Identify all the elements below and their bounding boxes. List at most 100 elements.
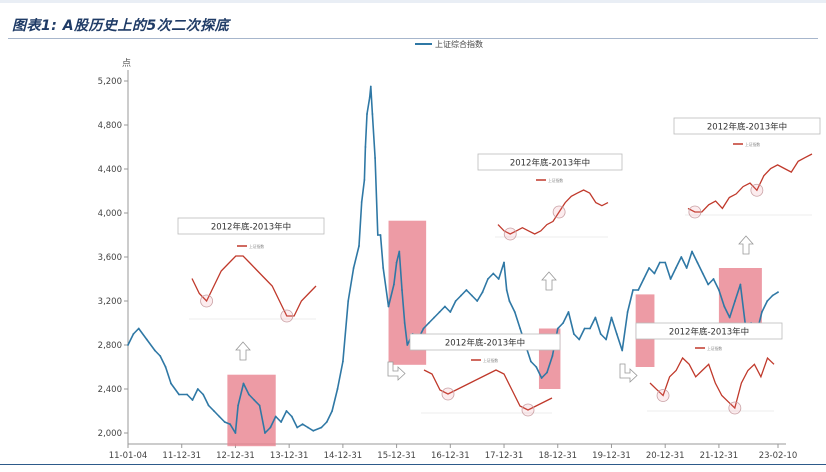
legend: 上证综合指数	[415, 39, 483, 49]
series-layer	[127, 85, 779, 434]
trough-marker	[728, 401, 742, 415]
series-point	[325, 421, 328, 423]
series-point	[137, 327, 140, 330]
series-point	[258, 404, 261, 407]
y-tick-label: 2,800	[98, 341, 122, 351]
series-point	[621, 349, 624, 352]
series-point	[562, 322, 565, 324]
series-point	[234, 432, 237, 434]
x-tick-label: 11-01-04	[109, 451, 148, 461]
series-point	[312, 429, 315, 432]
series-point	[615, 333, 618, 335]
series-point	[771, 294, 774, 297]
y-tick-label: 4,400	[98, 165, 122, 175]
inset-title: 2012年底-2013年中	[445, 338, 525, 349]
series-point	[422, 327, 425, 330]
series-point	[707, 283, 710, 286]
inset-legend-label: 上证指数	[249, 244, 264, 249]
x-tick-label: 19-12-31	[592, 451, 631, 461]
y-tick-label: 3,600	[98, 253, 122, 263]
legend-label: 上证综合指数	[435, 39, 483, 49]
series-line	[127, 85, 779, 434]
series-point	[347, 300, 350, 302]
series-point	[218, 415, 221, 418]
series-point	[237, 404, 240, 407]
series-point	[653, 272, 656, 275]
series-point	[594, 316, 597, 319]
series-point	[470, 294, 473, 297]
inset-title-box	[673, 117, 821, 135]
inset-title: 2012年底-2013年中	[211, 222, 291, 233]
series-point	[427, 322, 430, 324]
series-point	[691, 250, 693, 253]
series-point	[685, 267, 688, 269]
series-point	[307, 426, 309, 429]
arrow-up-icon	[738, 235, 754, 255]
series-point	[529, 360, 532, 363]
inset-title: 2012年底-2013年中	[707, 122, 787, 133]
axis-layer: 点 2,000 2,400 2,800 3,200 3,600 4,000 4,400 4,80…	[98, 58, 798, 461]
series-point	[406, 344, 409, 346]
inset-series-line	[423, 369, 553, 411]
series-point	[145, 338, 148, 341]
figure-title: 图表1: A股历史上的5次二次探底	[12, 18, 230, 34]
series-point	[572, 333, 575, 335]
series-point	[701, 272, 704, 275]
series-point	[476, 300, 479, 302]
x-tick-label: 18-12-31	[538, 451, 577, 461]
series-point	[454, 300, 457, 302]
x-tick-label: 12-12-31	[216, 451, 255, 461]
inset-title-box	[635, 322, 783, 340]
series-point	[610, 316, 613, 319]
y-axis-unit-label: 点	[122, 58, 131, 69]
series-point	[280, 421, 282, 423]
inset-legend-label: 上证指数	[745, 142, 760, 147]
x-tick-label: 16-12-31	[431, 451, 470, 461]
series-point	[242, 382, 245, 385]
series-point	[178, 393, 180, 396]
series-point	[159, 355, 162, 357]
x-tick-label: 15-12-31	[377, 451, 416, 461]
series-point	[296, 426, 299, 429]
series-point	[360, 201, 363, 203]
series-point	[599, 333, 602, 335]
series-point	[513, 311, 516, 313]
series-point	[191, 399, 194, 401]
inset-title-box	[177, 217, 325, 235]
series-point	[589, 327, 591, 330]
series-point	[301, 423, 304, 426]
trough-marker	[656, 389, 670, 402]
series-point	[202, 393, 205, 396]
series-point	[492, 272, 495, 275]
x-tick-label: 21-12-31	[700, 451, 739, 461]
series-point	[264, 432, 266, 434]
series-point	[505, 289, 508, 291]
series-point	[393, 283, 395, 286]
series-point	[739, 283, 742, 286]
series-point	[223, 421, 226, 423]
series-point	[734, 300, 736, 302]
inset-series-line	[191, 255, 317, 317]
series-point	[401, 289, 403, 291]
series-point	[352, 267, 355, 269]
series-point	[760, 311, 763, 313]
series-point	[605, 338, 607, 341]
y-tick-label: 5,200	[98, 77, 122, 87]
series-point	[253, 399, 256, 401]
inset-legend-label: 上证指数	[707, 346, 722, 351]
inset-title: 2012年底-2013年中	[669, 327, 749, 338]
series-point	[669, 278, 672, 280]
series-point	[403, 322, 406, 324]
series-point	[637, 289, 640, 291]
series-point	[207, 404, 210, 407]
series-point	[438, 311, 441, 313]
x-tick-label: 20-12-31	[646, 451, 685, 461]
series-point	[632, 289, 634, 291]
series-point	[274, 415, 277, 418]
top-rule	[0, 0, 826, 3]
bottom-rule	[0, 464, 826, 465]
inset-legend-label: 上证指数	[483, 358, 498, 363]
series-point	[374, 157, 377, 159]
series-point	[290, 415, 293, 418]
